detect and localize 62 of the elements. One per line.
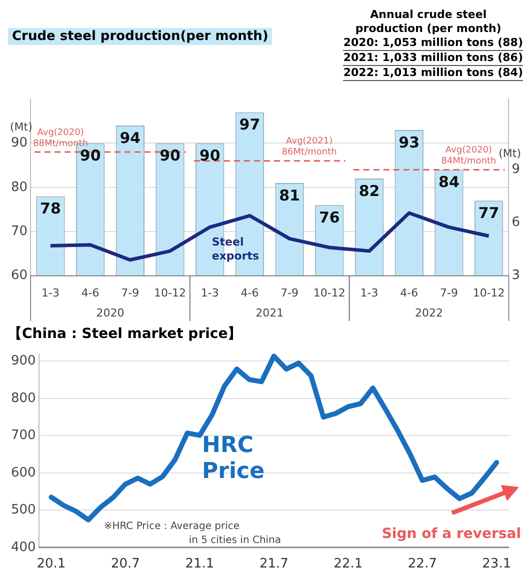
x-tick-label: 20.7	[110, 556, 140, 572]
annotation: Sign of a reversal	[382, 526, 521, 542]
text: 2022	[415, 306, 444, 320]
y-tick-label: 80	[10, 180, 28, 195]
text: 2021	[256, 306, 284, 320]
y-tick-label: 600	[10, 465, 36, 480]
y-tick-label: 800	[10, 390, 36, 406]
x-tick-label: 22.1	[334, 556, 363, 572]
data-label: 93	[398, 133, 420, 152]
data-label: 82	[358, 182, 380, 200]
ref-line-label: Avg(2021) 86Mt/month	[282, 136, 337, 158]
ref-line-label: Avg(2020) 84Mt/month	[441, 146, 496, 167]
x-tick-label: 23.1	[482, 556, 512, 572]
y-tick-label: 400	[10, 540, 36, 555]
x-tick-label: 7-9	[440, 286, 458, 300]
x-tick-label: 1-3	[41, 286, 60, 300]
data-label: 97	[239, 116, 260, 134]
data-label: 90	[160, 146, 180, 165]
data-label: 90	[80, 146, 101, 165]
y2-tick-label: 3	[512, 268, 520, 284]
annotation: ※HRC Price : Average price in 5 cities in China	[104, 520, 282, 546]
x-tick-label: 4-6	[240, 286, 259, 300]
chart-title: 【China : Steel market price】	[8, 325, 243, 343]
x-tick-label: 21.7	[259, 556, 288, 572]
data-label: 77	[478, 204, 500, 222]
y-tick-label: 70	[10, 224, 28, 239]
text: 2022: 1,013 million tons (84)	[343, 66, 523, 81]
text: 2020: 1,053 million tons (88)	[343, 36, 523, 51]
data-label: 84	[438, 173, 460, 192]
text: Annual crude steel production (per month)	[354, 8, 502, 36]
y2-tick-label: 6	[512, 215, 520, 230]
x-tick-label: 4-6	[400, 286, 418, 300]
chart-title: Crude steel production(per month)	[8, 28, 272, 45]
data-label: 78	[40, 200, 61, 218]
x-tick-label: 10-12	[154, 286, 186, 300]
data-label: 76	[318, 208, 340, 226]
x-tick-label: 4-6	[81, 286, 100, 300]
data-label: 94	[120, 128, 141, 147]
y-tick-label: 500	[10, 502, 36, 518]
y2-axis-title: (Mt)	[498, 147, 521, 160]
x-tick-label: 21.1	[185, 556, 214, 572]
data-label: 81	[279, 186, 300, 204]
y2-tick-label: 9	[512, 162, 520, 178]
x-tick-label: 22.7	[408, 556, 437, 572]
y-axis-title: (Mt)	[10, 120, 32, 134]
data-label: 90	[199, 146, 220, 165]
x-tick-label: 10-12	[313, 286, 346, 300]
y-tick-label: 90	[10, 136, 28, 151]
x-tick-label: 20.1	[36, 556, 66, 572]
series-label: HRC Price	[202, 432, 265, 484]
x-tick-label: 1-3	[200, 286, 219, 300]
y-tick-label: 60	[10, 268, 28, 284]
text: 2020	[96, 306, 124, 320]
text: 2021: 1,033 million tons (86)	[343, 51, 523, 66]
series-label: Steel exports	[212, 236, 260, 263]
x-tick-label: 1-3	[360, 286, 378, 300]
x-tick-label: 7-9	[121, 286, 140, 300]
ref-line-label: Avg(2020) 88Mt/month	[33, 128, 88, 149]
x-tick-label: 7-9	[280, 286, 299, 300]
y-tick-label: 700	[10, 428, 36, 444]
y-tick-label: 900	[10, 354, 36, 369]
x-tick-label: 10-12	[472, 286, 505, 300]
